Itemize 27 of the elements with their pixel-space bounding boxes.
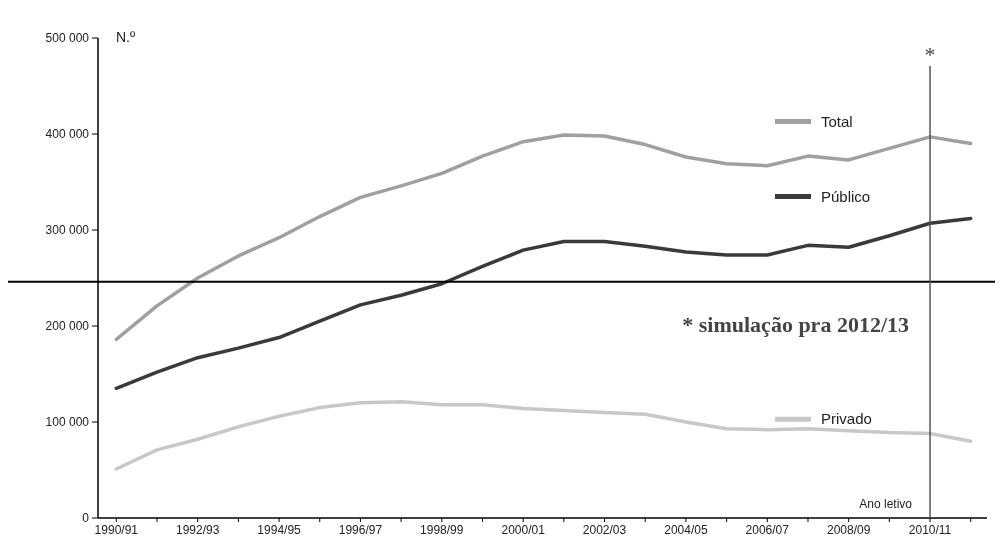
x-tick-label: 1990/91 [94,523,139,537]
x-tick-label: 2004/05 [664,523,708,537]
legend-label: Total [821,112,853,130]
x-tick-label: 1994/95 [257,523,302,537]
y-tick-label: 400 000 [45,127,90,142]
y-axis-title: N.º [116,29,136,45]
line-series [114,216,973,391]
legend-label: Público [821,187,871,205]
x-axis-title: Ano letivo [859,497,913,511]
line-series [114,400,973,471]
x-tick-label: 2010/11 [908,523,952,537]
x-tick-label: 2008/09 [826,523,871,537]
y-tick-label: 500 000 [45,31,90,46]
annotation: * simulação pra 2012/13 [682,312,909,337]
y-tick-label: 100 000 [45,415,90,430]
x-tick-label: 1996/97 [338,523,383,537]
x-tick-label: 2000/01 [501,523,546,537]
ref-line-label: * [924,42,936,67]
x-tick-label: 1998/99 [420,523,464,537]
x-tick-label: 1992/93 [175,523,220,537]
line-series [114,133,973,342]
y-tick-label: 200 000 [45,319,90,334]
y-tick-label: 300 000 [45,223,90,238]
y-tick-label: 0 [82,511,90,526]
x-tick-label: 2002/03 [582,523,627,537]
x-tick-label: 2006/07 [745,523,790,537]
legend-label: Privado [821,410,872,428]
